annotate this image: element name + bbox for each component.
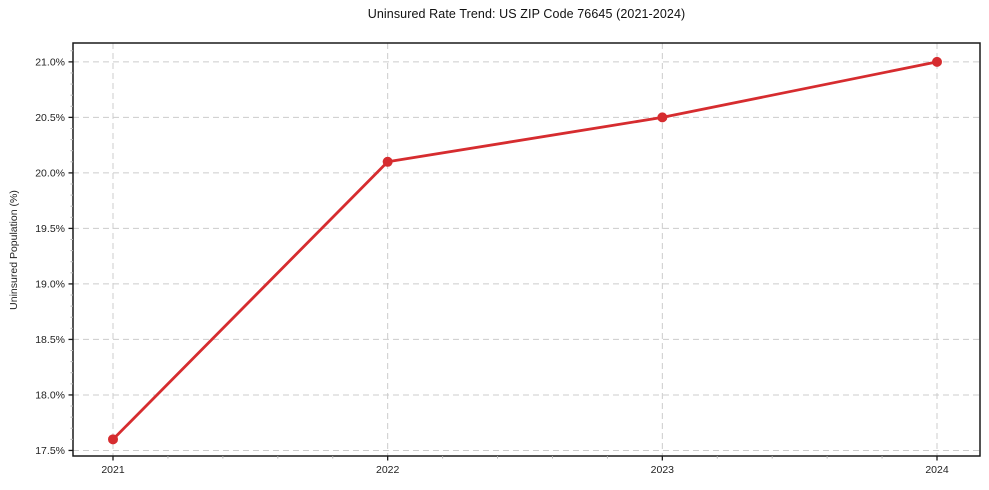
y-tick-label: 20.0% <box>35 167 65 179</box>
x-tick-label: 2021 <box>101 464 125 476</box>
data-point <box>108 434 118 445</box>
x-tick-label: 2023 <box>651 464 675 476</box>
x-tick-label: 2024 <box>925 464 949 476</box>
y-tick-label: 20.5% <box>35 112 65 124</box>
y-tick-label: 17.5% <box>35 445 65 457</box>
x-tick-label: 2022 <box>376 464 400 476</box>
y-tick-label: 19.0% <box>35 278 65 290</box>
y-tick-label: 18.0% <box>35 389 65 401</box>
chart-title: Uninsured Rate Trend: US ZIP Code 76645 … <box>367 7 686 21</box>
y-tick-label: 21.0% <box>35 56 65 68</box>
data-point <box>932 56 942 67</box>
y-tick-label: 19.5% <box>35 223 65 235</box>
data-point <box>382 156 393 167</box>
data-line <box>111 60 939 441</box>
plot-border <box>72 42 981 457</box>
data-point <box>657 112 668 123</box>
y-tick-label: 18.5% <box>35 334 65 346</box>
